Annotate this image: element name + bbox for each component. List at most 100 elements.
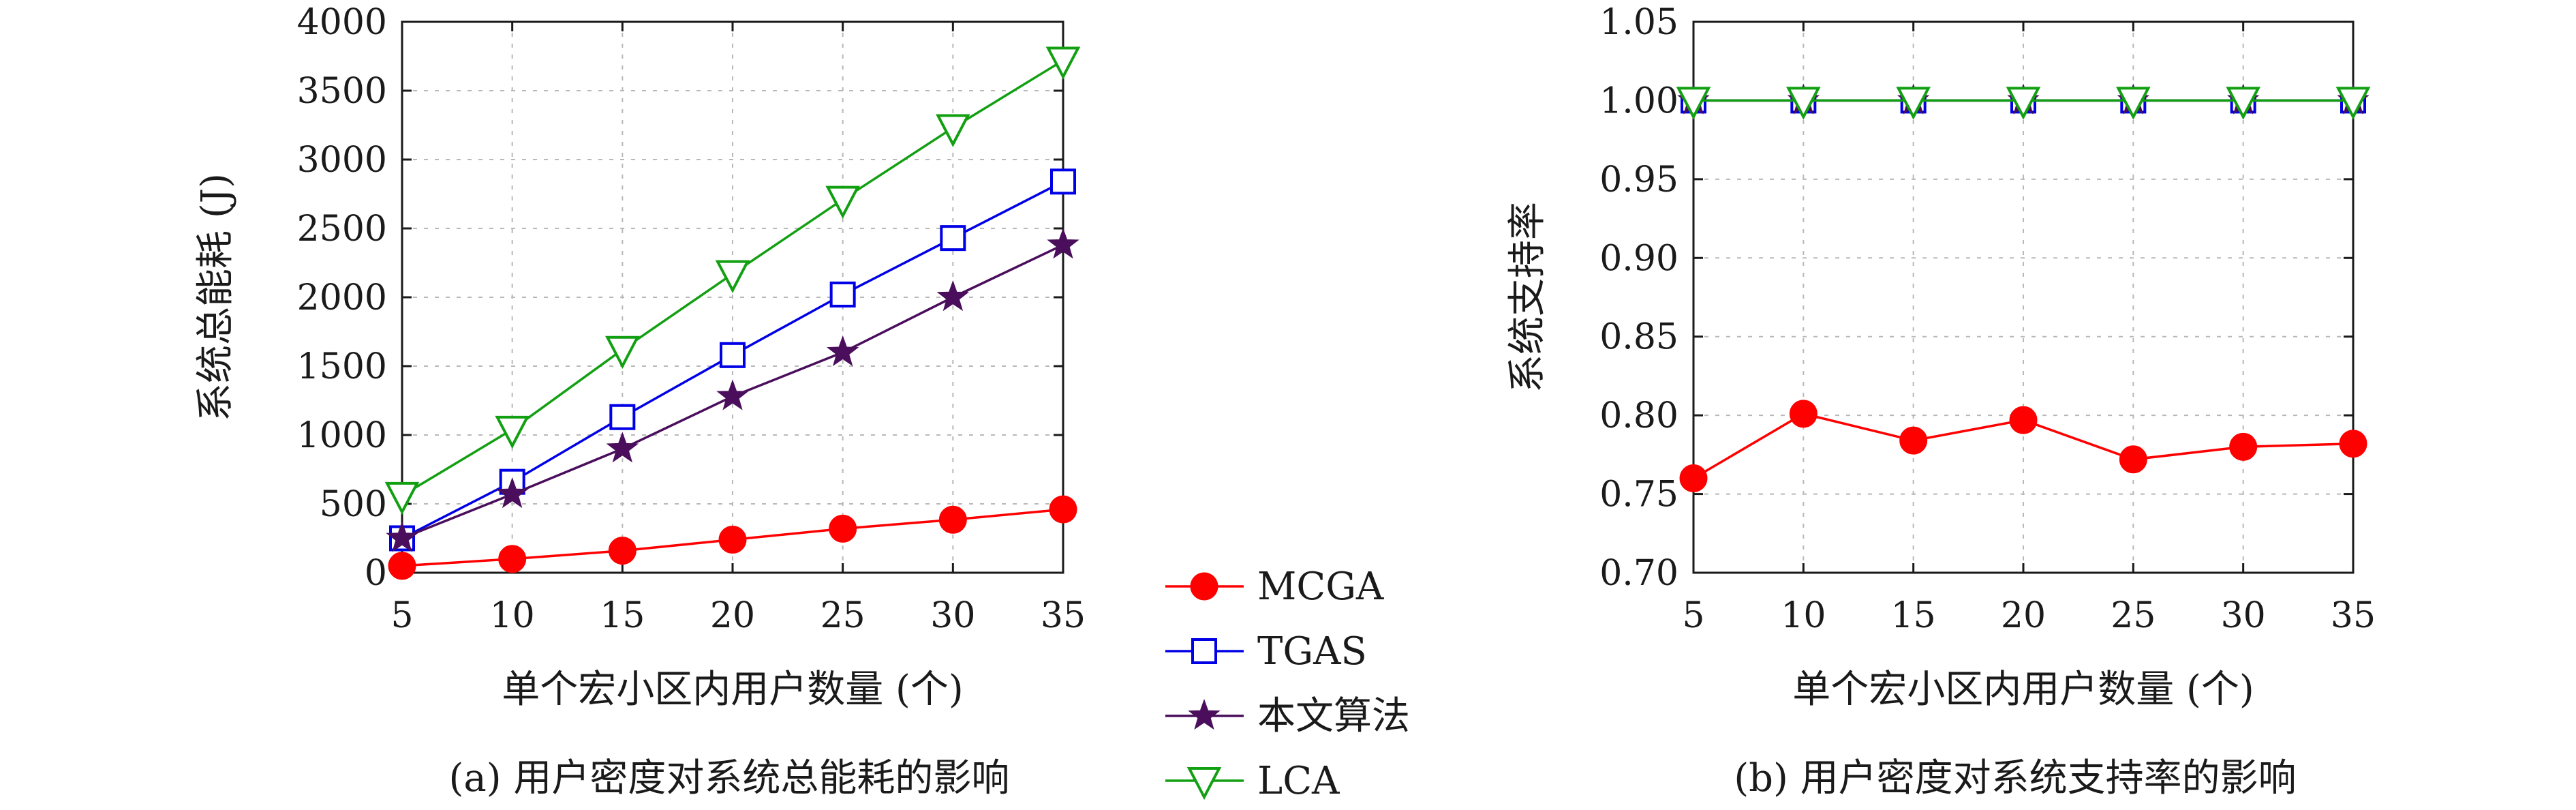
a-point-proposed: [495, 477, 529, 509]
b-ytick-label: 1.05: [1599, 2, 1678, 43]
a-series-proposed: [386, 228, 1079, 552]
a-xtick-label: 15: [600, 595, 645, 636]
a-ytick-label: 2500: [297, 209, 387, 250]
legend-item-lca: LCA: [1165, 759, 1340, 803]
a-point-mcga: [608, 537, 637, 565]
a-point-mcga: [829, 514, 857, 543]
legend-marker-mcga: [1190, 572, 1218, 601]
a-ytick-label: 500: [320, 484, 387, 525]
a-xtick-label: 25: [821, 595, 865, 636]
b-x-axis-label: 单个宏小区内用户数量 (个): [1792, 668, 2254, 712]
a-point-proposed: [606, 432, 639, 463]
b-point-lca: [2335, 87, 2371, 120]
a-xtick-label: 35: [1041, 595, 1086, 636]
a-ytick-label: 1500: [297, 346, 387, 387]
chart-support-rate: 0.70 0.75 0.80 0.85 0.90 0.95 1.00 1.05 5 10 15 20 2…: [1505, 2, 2376, 712]
a-point-lca: [384, 481, 420, 515]
a-series-lca: [384, 46, 1081, 515]
legend-label-mcga: MCGA: [1257, 565, 1384, 609]
a-y-axis-label: 系统总能耗 (J): [194, 173, 238, 421]
b-point-mcga: [1789, 400, 1818, 428]
a-ytick-label: 1000: [297, 415, 387, 456]
b-point-mcga: [1899, 426, 1928, 455]
a-point-lca: [495, 415, 530, 449]
b-y-axis-label: 系统支持率: [1505, 202, 1550, 393]
legend-label-proposed: 本文算法: [1257, 694, 1410, 738]
b-point-mcga: [2119, 445, 2147, 474]
b-point-lca: [2226, 87, 2260, 120]
a-ytick-label: 4000: [297, 2, 387, 43]
a-point-mcga: [1049, 495, 1077, 524]
b-point-lca: [1896, 87, 1931, 120]
legend-marker-proposed: [1188, 699, 1221, 730]
a-ytick-label: 3500: [297, 71, 387, 112]
b-ytick-label: 0.95: [1599, 160, 1678, 200]
b-xtick-label: 30: [2221, 595, 2266, 636]
b-ytick-label: 0.90: [1599, 238, 1678, 279]
b-xtick-label: 10: [1781, 595, 1826, 636]
b-point-mcga: [2339, 430, 2367, 458]
legend: MCGA TGAS 本文算法 LCA: [1165, 565, 1410, 803]
a-xtick-label: 30: [930, 595, 975, 636]
a-point-tgas: [609, 404, 636, 430]
b-point-mcga: [1679, 464, 1708, 492]
b-xtick-label: 20: [2001, 595, 2046, 636]
a-xtick-label: 10: [490, 595, 535, 636]
a-point-proposed: [936, 280, 970, 312]
b-series-lca: [1676, 87, 2371, 120]
a-point-lca: [936, 114, 970, 147]
legend-item-mcga: MCGA: [1165, 565, 1384, 609]
subtitle-a: (a) 用户密度对系统总能耗的影响: [449, 756, 1010, 800]
b-xtick-label: 25: [2111, 595, 2156, 636]
a-point-tgas: [940, 225, 966, 252]
a-point-proposed: [386, 521, 418, 552]
b-xtick-label: 35: [2331, 595, 2376, 636]
a-x-axis-label: 单个宏小区内用户数量 (个): [502, 668, 964, 712]
a-point-lca: [715, 260, 750, 293]
a-point-tgas: [1050, 168, 1076, 195]
a-point-mcga: [498, 545, 527, 573]
legend-item-proposed: 本文算法: [1165, 694, 1410, 738]
a-point-proposed: [1047, 228, 1079, 259]
a-point-tgas: [829, 281, 856, 308]
b-point-lca: [1676, 87, 1711, 120]
a-point-lca: [605, 335, 640, 370]
legend-marker-tgas: [1191, 638, 1217, 664]
a-point-tgas: [720, 342, 746, 368]
b-ytick-label: 1.00: [1599, 80, 1678, 121]
b-ytick-label: 0.80: [1599, 395, 1678, 436]
legend-label-tgas: TGAS: [1257, 629, 1367, 674]
b-plot-frame: [1692, 20, 2355, 574]
a-xtick-label: 5: [390, 595, 413, 636]
b-ytick-label: 0.75: [1599, 475, 1678, 515]
chart-energy: 0 500 1000 1500 2000 2500 3000 3500 4000 5 10 15 20 2…: [194, 2, 1086, 712]
b-point-mcga: [2009, 406, 2038, 434]
a-plot-frame: [401, 20, 1064, 574]
b-xtick-label: 15: [1891, 595, 1936, 636]
a-ytick-label: 2000: [297, 278, 387, 318]
subtitle-b: (b) 用户密度对系统支持率的影响: [1734, 756, 2296, 800]
b-ytick-label: 0.85: [1599, 317, 1678, 358]
a-xtick-label: 20: [710, 595, 755, 636]
b-point-mcga: [2229, 432, 2258, 461]
b-xtick-label: 5: [1682, 595, 1704, 636]
a-point-proposed: [716, 379, 749, 410]
legend-label-lca: LCA: [1257, 759, 1340, 803]
b-point-lca: [2116, 87, 2151, 120]
a-point-lca: [825, 185, 860, 219]
legend-marker-lca: [1186, 767, 1222, 800]
a-series-mcga: [388, 495, 1077, 580]
a-point-mcga: [388, 552, 416, 580]
a-ytick-label: 3000: [297, 140, 387, 181]
legend-item-tgas: TGAS: [1165, 629, 1367, 674]
a-point-mcga: [718, 526, 747, 554]
a-point-mcga: [938, 505, 967, 534]
a-ytick-label: 0: [365, 553, 387, 594]
a-point-lca: [1045, 46, 1081, 80]
b-point-lca: [1786, 87, 1821, 120]
b-ytick-label: 0.70: [1599, 553, 1678, 594]
b-point-lca: [2006, 87, 2041, 120]
a-point-proposed: [826, 335, 859, 367]
b-series-mcga: [1679, 400, 2367, 492]
